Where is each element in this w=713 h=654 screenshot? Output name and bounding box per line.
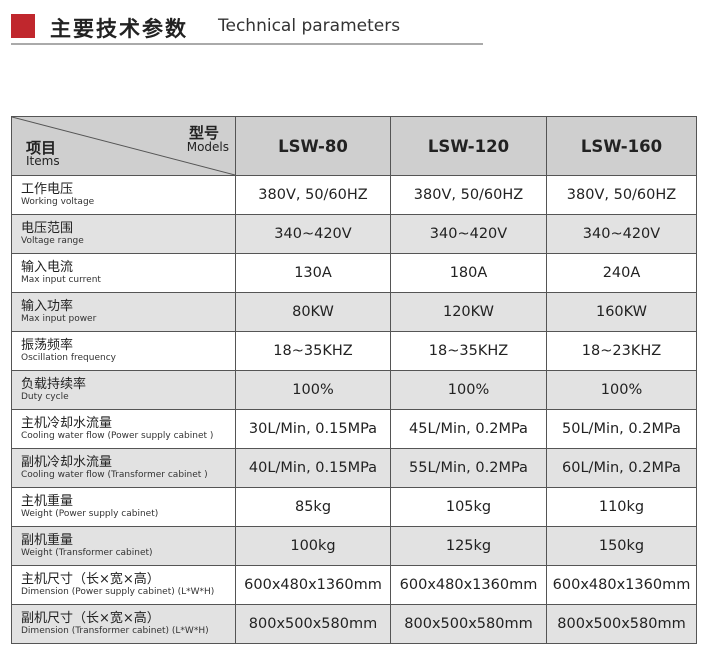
param-value: 800x500x580mm: [235, 604, 391, 644]
param-value: 125kg: [390, 526, 547, 566]
items-en: Items: [26, 154, 60, 168]
model-header: LSW-160: [546, 116, 697, 176]
param-value: 50L/Min, 0.2MPa: [546, 409, 697, 449]
param-value: 800x500x580mm: [390, 604, 547, 644]
param-label: 副机重量 Weight (Transformer cabinet): [11, 526, 236, 566]
param-value: 55L/Min, 0.2MPa: [390, 448, 547, 488]
param-value: 100%: [235, 370, 391, 410]
param-value: 100kg: [235, 526, 391, 566]
header-row: 项目 Items 型号 Models LSW-80 LSW-120 LSW-16…: [11, 116, 697, 176]
param-value: 100%: [546, 370, 697, 410]
param-value: 45L/Min, 0.2MPa: [390, 409, 547, 449]
param-value: 600x480x1360mm: [390, 565, 547, 605]
param-cn: 输入功率: [21, 299, 74, 314]
param-en: Oscillation frequency: [21, 353, 116, 363]
table-row: 负载持续率 Duty cycle 100% 100% 100%: [11, 370, 697, 410]
param-value: 600x480x1360mm: [235, 565, 391, 605]
param-en: Voltage range: [21, 236, 84, 246]
model-header: LSW-80: [235, 116, 391, 176]
param-label: 副机冷却水流量 Cooling water flow (Transformer c…: [11, 448, 236, 488]
param-value: 85kg: [235, 487, 391, 527]
param-cn: 工作电压: [21, 182, 74, 197]
table-row: 电压范围 Voltage range 340~420V 340~420V 340~420…: [11, 214, 697, 254]
table-row: 主机尺寸（长×宽×高） Dimension (Power supply cabin…: [11, 565, 697, 605]
param-en: Working voltage: [21, 197, 95, 207]
param-value: 340~420V: [546, 214, 697, 254]
table-row: 副机重量 Weight (Transformer cabinet) 100kg 125…: [11, 526, 697, 566]
param-value: 150kg: [546, 526, 697, 566]
models-en: Models: [186, 140, 229, 154]
param-label: 主机冷却水流量 Cooling water flow (Power supply …: [11, 409, 236, 449]
param-value: 18~23KHZ: [546, 331, 697, 371]
param-en: Weight (Transformer cabinet): [21, 548, 153, 558]
param-cn: 副机尺寸（长×宽×高）: [21, 611, 160, 626]
models-cn: 型号: [188, 124, 219, 142]
parameters-table: 项目 Items 型号 Models LSW-80 LSW-120 LSW-16…: [11, 116, 697, 644]
table-row: 副机冷却水流量 Cooling water flow (Transformer c…: [11, 448, 697, 488]
title-square-icon: [11, 14, 35, 38]
param-value: 600x480x1360mm: [546, 565, 697, 605]
param-cn: 副机重量: [21, 533, 74, 548]
title-cn: 主要技术参数: [50, 17, 188, 41]
param-cn: 电压范围: [21, 221, 74, 236]
param-value: 100%: [390, 370, 547, 410]
param-value: 340~420V: [235, 214, 391, 254]
param-value: 130A: [235, 253, 391, 293]
title-divider: [11, 43, 483, 45]
param-en: Weight (Power supply cabinet): [21, 509, 159, 519]
param-en: Dimension (Transformer cabinet) (L*W*H): [21, 626, 209, 636]
param-cn: 主机重量: [21, 494, 74, 509]
table-row: 输入功率 Max input power 80KW 120KW 160KW: [11, 292, 697, 332]
param-value: 380V, 50/60HZ: [546, 175, 697, 215]
param-cn: 输入电流: [21, 260, 74, 275]
param-label: 主机尺寸（长×宽×高） Dimension (Power supply cabin…: [11, 565, 236, 605]
param-cn: 振荡频率: [21, 338, 74, 353]
param-en: Cooling water flow (Power supply cabinet…: [21, 431, 214, 441]
param-value: 105kg: [390, 487, 547, 527]
param-cn: 副机冷却水流量: [21, 455, 113, 470]
table-row: 副机尺寸（长×宽×高） Dimension (Transformer cabine…: [11, 604, 697, 644]
param-label: 副机尺寸（长×宽×高） Dimension (Transformer cabine…: [11, 604, 236, 644]
table-row: 主机重量 Weight (Power supply cabinet) 85kg 105…: [11, 487, 697, 527]
table-row: 振荡频率 Oscillation frequency 18~35KHZ 18~35KH…: [11, 331, 697, 371]
param-en: Duty cycle: [21, 392, 69, 402]
param-value: 60L/Min, 0.2MPa: [546, 448, 697, 488]
param-cn: 负载持续率: [21, 377, 87, 392]
param-value: 110kg: [546, 487, 697, 527]
param-en: Dimension (Power supply cabinet) (L*W*H): [21, 587, 215, 597]
param-en: Cooling water flow (Transformer cabinet …: [21, 470, 208, 480]
param-value: 380V, 50/60HZ: [235, 175, 391, 215]
param-label: 负载持续率 Duty cycle: [11, 370, 236, 410]
param-label: 电压范围 Voltage range: [11, 214, 236, 254]
table-row: 主机冷却水流量 Cooling water flow (Power supply …: [11, 409, 697, 449]
param-label: 主机重量 Weight (Power supply cabinet): [11, 487, 236, 527]
param-label: 输入功率 Max input power: [11, 292, 236, 332]
model-header: LSW-120: [390, 116, 547, 176]
param-en: Max input current: [21, 275, 101, 285]
param-value: 120KW: [390, 292, 547, 332]
param-value: 18~35KHZ: [235, 331, 391, 371]
title-en: Technical parameters: [218, 16, 401, 36]
diagonal-line: [12, 117, 235, 175]
param-value: 800x500x580mm: [546, 604, 697, 644]
param-value: 380V, 50/60HZ: [390, 175, 547, 215]
param-cn: 主机冷却水流量: [21, 416, 113, 431]
table-row: 工作电压 Working voltage 380V, 50/60HZ 380V, 50…: [11, 175, 697, 215]
items-cn: 项目: [26, 139, 57, 157]
param-value: 80KW: [235, 292, 391, 332]
param-value: 30L/Min, 0.15MPa: [235, 409, 391, 449]
param-en: Max input power: [21, 314, 97, 324]
param-value: 160KW: [546, 292, 697, 332]
param-value: 340~420V: [390, 214, 547, 254]
param-value: 18~35KHZ: [390, 331, 547, 371]
param-label: 振荡频率 Oscillation frequency: [11, 331, 236, 371]
param-label: 输入电流 Max input current: [11, 253, 236, 293]
table-row: 输入电流 Max input current 130A 180A 240A: [11, 253, 697, 293]
param-value: 180A: [390, 253, 547, 293]
param-cn: 主机尺寸（长×宽×高）: [21, 572, 160, 587]
param-value: 40L/Min, 0.15MPa: [235, 448, 391, 488]
param-label: 工作电压 Working voltage: [11, 175, 236, 215]
param-value: 240A: [546, 253, 697, 293]
corner-cell: 项目 Items 型号 Models: [11, 116, 236, 176]
